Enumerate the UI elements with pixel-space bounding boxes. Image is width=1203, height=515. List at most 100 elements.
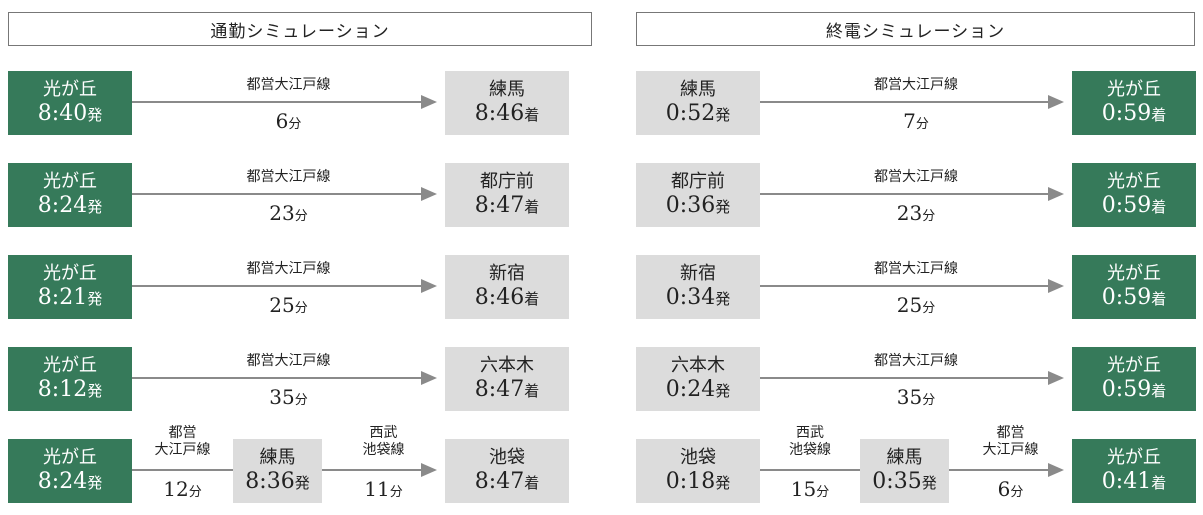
station-time: 8:47着 — [475, 377, 539, 403]
departure-station: 六本木 0:24発 — [636, 347, 760, 411]
duration-unit: 分 — [922, 209, 936, 224]
time-value: 8:21 — [37, 284, 88, 310]
line-name-part: 大江戸線 — [154, 441, 211, 458]
route-line — [760, 285, 1050, 287]
line-name-part: 池袋線 — [362, 441, 405, 458]
station-name: 光が丘 — [1107, 447, 1161, 468]
last-train-title: 終電シミュレーション — [636, 12, 1195, 46]
route-line — [949, 469, 1050, 471]
duration-value: 23 — [896, 201, 923, 225]
duration: 35分 — [760, 385, 1072, 409]
time-suffix: 発 — [294, 473, 310, 492]
station-name: 光が丘 — [43, 355, 97, 376]
time-suffix: 発 — [715, 289, 731, 308]
line-name-part: 池袋線 — [789, 441, 831, 458]
route-line — [132, 469, 233, 471]
station-time: 0:41着 — [1102, 469, 1166, 495]
station-time: 8:36発 — [245, 469, 309, 495]
time-value: 0:59 — [1101, 192, 1152, 218]
time-suffix: 着 — [524, 197, 540, 216]
duration: 7分 — [760, 109, 1072, 133]
arrow-head-icon — [1048, 279, 1064, 293]
station-time: 8:46着 — [475, 285, 539, 311]
duration-value: 35 — [896, 385, 923, 409]
station-time: 0:34発 — [666, 285, 730, 311]
arrow-head-icon — [421, 187, 437, 201]
station-name: 池袋 — [489, 447, 525, 468]
duration-value: 35 — [269, 385, 295, 409]
departure-station: 光が丘 8:40発 — [8, 71, 132, 135]
station-name: 六本木 — [480, 355, 534, 376]
arrival-station: 池袋 8:47着 — [445, 439, 569, 503]
time-value: 8:24 — [37, 192, 88, 218]
time-value: 0:59 — [1101, 284, 1152, 310]
line-name: 都営大江戸線 — [132, 425, 233, 459]
departure-station: 光が丘 8:12発 — [8, 347, 132, 411]
time-suffix: 発 — [87, 473, 103, 492]
time-suffix: 発 — [715, 197, 731, 216]
time-value: 8:47 — [474, 468, 525, 494]
arrival-station: 六本木 8:47着 — [445, 347, 569, 411]
duration-value: 6 — [275, 109, 289, 133]
line-name-part: 西武 — [369, 425, 398, 441]
duration-value: 12 — [163, 477, 189, 501]
station-time: 8:47着 — [475, 193, 539, 219]
station-time: 8:12発 — [38, 377, 102, 403]
time-value: 0:59 — [1101, 100, 1152, 126]
duration-unit: 分 — [294, 301, 308, 316]
route-line — [760, 469, 860, 471]
time-suffix: 発 — [715, 381, 731, 400]
arrival-station: 光が丘 0:59着 — [1072, 163, 1196, 227]
station-time: 8:47着 — [475, 469, 539, 495]
time-value: 8:12 — [37, 376, 88, 402]
departure-station: 光が丘 8:24発 — [8, 163, 132, 227]
line-name: 都営大江戸線 — [874, 261, 958, 277]
route-line — [760, 193, 1050, 195]
arrow-head-icon — [421, 95, 437, 109]
time-suffix: 着 — [524, 105, 540, 124]
station-name: 光が丘 — [43, 171, 97, 192]
station-name: 光が丘 — [43, 263, 97, 284]
station-name: 光が丘 — [1107, 171, 1161, 192]
station-time: 0:36発 — [666, 193, 730, 219]
duration-unit: 分 — [1010, 485, 1024, 500]
duration-unit: 分 — [922, 301, 936, 316]
line-name: 都営大江戸線 — [246, 169, 331, 185]
time-suffix: 発 — [87, 381, 103, 400]
transfer-station: 練馬 8:36発 — [233, 439, 322, 503]
time-suffix: 発 — [87, 289, 103, 308]
time-suffix: 着 — [1151, 473, 1167, 492]
arrival-station: 光が丘 0:59着 — [1072, 71, 1196, 135]
duration: 6分 — [949, 477, 1072, 501]
duration-value: 25 — [269, 293, 295, 317]
time-value: 8:47 — [474, 376, 525, 402]
arrow-head-icon — [421, 463, 437, 477]
departure-station: 池袋 0:18発 — [636, 439, 760, 503]
route-line — [132, 193, 423, 195]
station-name: 光が丘 — [1107, 263, 1161, 284]
station-time: 0:52発 — [666, 101, 730, 127]
time-value: 0:36 — [665, 192, 716, 218]
arrival-station: 光が丘 0:41着 — [1072, 439, 1196, 503]
departure-station: 光が丘 8:24発 — [8, 439, 132, 503]
station-time: 8:46着 — [475, 101, 539, 127]
time-value: 8:46 — [474, 284, 525, 310]
departure-station: 練馬 0:52発 — [636, 71, 760, 135]
arrival-station: 光が丘 0:59着 — [1072, 347, 1196, 411]
station-time: 0:59着 — [1102, 193, 1166, 219]
line-name: 都営大江戸線 — [949, 425, 1072, 459]
transfer-station: 練馬 0:35発 — [860, 439, 949, 503]
duration: 15分 — [760, 477, 860, 501]
line-name: 西武 池袋線 — [322, 425, 445, 459]
duration-unit: 分 — [294, 393, 308, 408]
duration: 12分 — [132, 477, 233, 501]
time-suffix: 着 — [1151, 105, 1167, 124]
duration: 25分 — [132, 293, 445, 317]
time-value: 0:24 — [665, 376, 716, 402]
time-value: 0:18 — [665, 468, 716, 494]
station-name: 光が丘 — [1107, 355, 1161, 376]
route-line — [760, 377, 1050, 379]
line-name-part: 大江戸線 — [982, 441, 1039, 458]
duration-unit: 分 — [915, 117, 929, 132]
arrow-head-icon — [1048, 371, 1064, 385]
